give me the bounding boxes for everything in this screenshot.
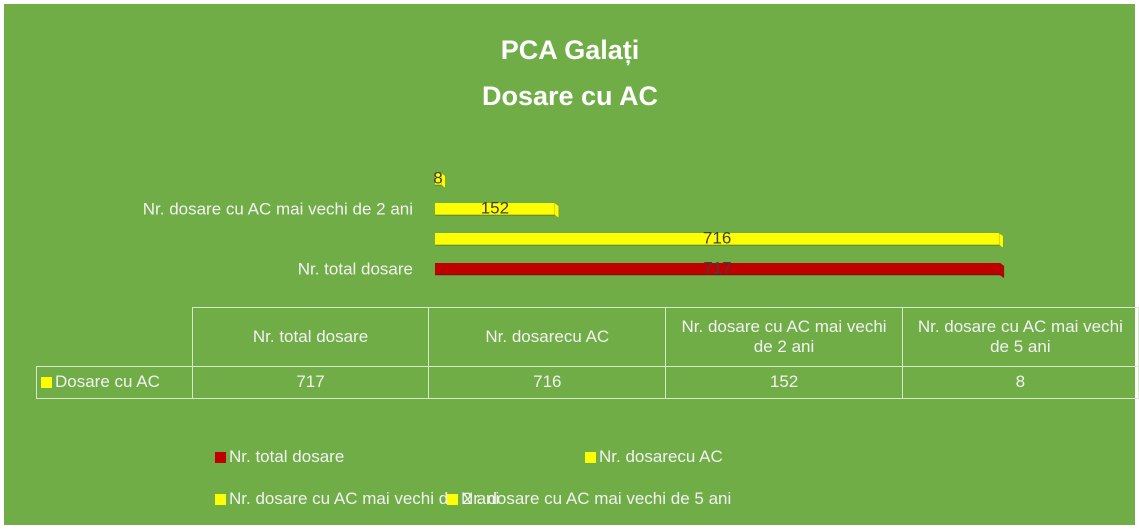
series-name: Dosare cu AC bbox=[55, 372, 160, 391]
table-cell: 716 bbox=[428, 365, 667, 399]
table-header-cell: Nr. dosare cu AC mai vechi de 5 ani bbox=[901, 307, 1139, 367]
table-cell: 717 bbox=[191, 365, 430, 399]
table-header-cell: Nr. dosarecu AC bbox=[428, 307, 667, 367]
bar-side bbox=[998, 232, 1004, 249]
legend-key bbox=[447, 494, 458, 505]
table-header: Nr. total dosare Nr. dosarecu AC Nr. dosar… bbox=[36, 307, 1139, 367]
table-cell: 152 bbox=[665, 365, 903, 399]
bar bbox=[435, 233, 1000, 245]
legend-item: Nr. dosarecu AC bbox=[585, 447, 723, 467]
y-tick-label: Nr. total dosare bbox=[298, 259, 413, 278]
bar-side bbox=[999, 262, 1005, 279]
corner bbox=[36, 307, 193, 367]
legend-item: Nr. total dosare bbox=[215, 447, 344, 467]
data-label: 8 bbox=[433, 168, 442, 187]
data-table: Nr. total dosare Nr. dosarecu AC Nr. dosar… bbox=[36, 307, 1139, 399]
bar bbox=[435, 203, 555, 215]
legend-key bbox=[215, 494, 226, 505]
legend-label: Nr. dosare cu AC mai vechi de 5 ani bbox=[461, 489, 732, 508]
series-key: Dosare cu AC bbox=[36, 365, 193, 399]
data-label: 717 bbox=[703, 258, 731, 277]
bar bbox=[435, 173, 442, 185]
chart-title: Dosare cu AC bbox=[482, 81, 658, 111]
data-label: 152 bbox=[481, 198, 509, 217]
table-row: Dosare cu AC 717 716 152 8 bbox=[36, 365, 1139, 399]
bar-side bbox=[554, 202, 560, 219]
bar bbox=[435, 263, 1000, 275]
legend-key bbox=[585, 452, 596, 463]
chart-title: PCA Galați bbox=[501, 35, 640, 65]
y-tick-label: Nr. dosare cu AC mai vechi de 2 ani bbox=[143, 199, 413, 218]
legend-key bbox=[41, 377, 52, 388]
data-label: 716 bbox=[703, 228, 731, 247]
legend-item: Nr. dosare cu AC mai vechi de 2 ani bbox=[215, 489, 499, 509]
legend-label: Nr. dosarecu AC bbox=[599, 447, 723, 466]
legend-label: Nr. dosare cu AC mai vechi de 2 ani bbox=[229, 489, 500, 508]
legend-key bbox=[215, 452, 226, 463]
table-header-cell: Nr. dosare cu AC mai vechi de 2 ani bbox=[665, 307, 903, 367]
bar-side bbox=[441, 172, 446, 189]
legend-label: Nr. total dosare bbox=[229, 447, 345, 466]
table-cell: 8 bbox=[901, 365, 1139, 399]
table-header-cell: Nr. total dosare bbox=[191, 307, 430, 367]
legend-item: Nr. dosare cu AC mai vechi de 5 ani bbox=[447, 489, 731, 509]
